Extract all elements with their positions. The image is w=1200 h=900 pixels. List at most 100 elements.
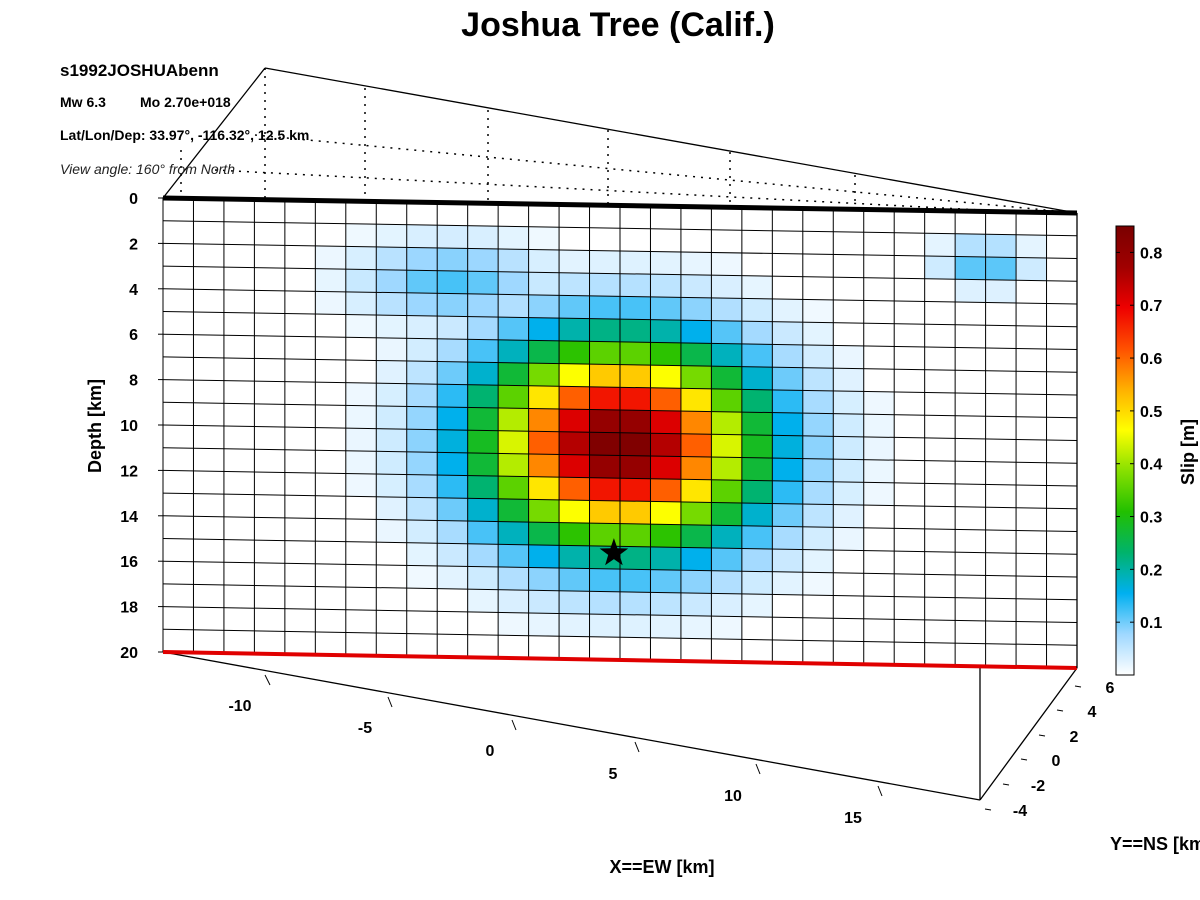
grid-line [162, 469, 1078, 487]
slip-patch [894, 573, 925, 598]
slip-patch [620, 205, 651, 229]
depth-tick-label: 14 [120, 509, 138, 526]
slip-patch [741, 412, 773, 436]
slip-patch [894, 551, 925, 575]
grid-line [162, 333, 1078, 350]
slip-patch [863, 527, 895, 552]
slip-patch [223, 630, 255, 654]
slip-patch [1016, 553, 1047, 577]
slip-patch [406, 565, 438, 589]
slip-patch [650, 387, 681, 412]
slip-patch [894, 437, 925, 461]
slip-patch [1016, 212, 1047, 236]
slip-patch [528, 226, 560, 250]
slip-patch [1016, 439, 1047, 463]
slip-patch [467, 293, 499, 318]
slip-patch [589, 295, 620, 320]
slip-patch [406, 451, 438, 476]
slip-patch [863, 414, 895, 438]
slip-patch [863, 391, 895, 415]
slip-patch [589, 318, 620, 342]
slip-patch [376, 360, 407, 384]
slip-patch [163, 470, 194, 494]
slip-patch [193, 357, 224, 381]
slip-patch [924, 210, 956, 234]
slip-patch [254, 267, 285, 291]
slip-patch [802, 231, 834, 255]
slip-patch [894, 482, 925, 507]
ew-tick-mark [634, 741, 640, 753]
slip-patch [437, 452, 468, 476]
slip-patch [894, 300, 925, 325]
slip-patch [437, 361, 468, 385]
slip-patch [498, 294, 529, 318]
slip-patch [711, 343, 742, 367]
slip-patch [223, 312, 255, 336]
slip-patch [498, 339, 529, 364]
slip-patch [376, 610, 407, 634]
slip-patch [254, 608, 285, 632]
slip-patch [223, 199, 255, 223]
slip-patch [772, 321, 803, 345]
slip-patch [620, 228, 651, 252]
slip-patch [437, 247, 468, 272]
slip-patch [620, 500, 651, 525]
slip-patch [955, 529, 986, 553]
slip-patch [193, 470, 224, 495]
slip-patch [254, 244, 285, 269]
slip-patch [376, 519, 407, 543]
slip-patch [467, 407, 499, 431]
slip-patch [498, 521, 529, 545]
depth-axis-label: Depth [km] [85, 379, 105, 473]
ew-tick-label: 5 [609, 766, 618, 783]
slip-patch [1016, 598, 1047, 622]
slip-patch [863, 345, 895, 370]
slip-patch [345, 541, 377, 565]
slip-patch [345, 518, 377, 543]
slip-patch [163, 379, 194, 403]
slip-patch [680, 524, 712, 548]
slip-patch [467, 634, 499, 658]
slip-patch [163, 220, 194, 244]
slip-patch [1016, 621, 1047, 645]
slip-patch [680, 433, 712, 458]
slip-patch [315, 518, 346, 542]
grid-line [162, 583, 1078, 601]
slip-patch [284, 449, 316, 473]
slip-patch [985, 416, 1017, 440]
slip-patch [955, 415, 986, 439]
slip-patch [620, 250, 651, 275]
slip-patch [894, 414, 925, 438]
slip-patch [467, 611, 499, 636]
slip-patch [254, 290, 285, 314]
slip-patch [741, 571, 773, 595]
ew-tick-mark [264, 674, 271, 686]
slip-patch [924, 642, 956, 666]
ew-axis: -10 -5 0 5 10 15 [228, 674, 883, 827]
slip-patch [315, 563, 346, 588]
slip-patch [863, 550, 895, 574]
slip-patch [711, 616, 742, 640]
ew-tick-mark [877, 785, 883, 797]
slip-patch [437, 225, 468, 249]
slip-patch [863, 436, 895, 461]
slip-patch [437, 429, 468, 453]
slip-patch [711, 366, 742, 390]
slip-patch [437, 316, 468, 340]
slip-patch [589, 227, 620, 251]
slip-patch [437, 565, 468, 590]
slip-patch [406, 224, 438, 248]
slip-patch [284, 268, 316, 292]
slip-patch [315, 268, 346, 292]
colorbar-tick-label: 0.5 [1140, 404, 1162, 421]
slip-patch [163, 606, 194, 630]
slip-patch [163, 447, 194, 471]
slip-patch [741, 207, 773, 231]
colorbar-tick-label: 0.3 [1140, 510, 1162, 527]
slip-patch [650, 592, 681, 616]
grid-line [162, 265, 1078, 282]
fault-patches [163, 198, 1077, 668]
slip-patch [223, 221, 255, 245]
slip-patch [376, 587, 407, 611]
slip-patch [924, 551, 956, 575]
